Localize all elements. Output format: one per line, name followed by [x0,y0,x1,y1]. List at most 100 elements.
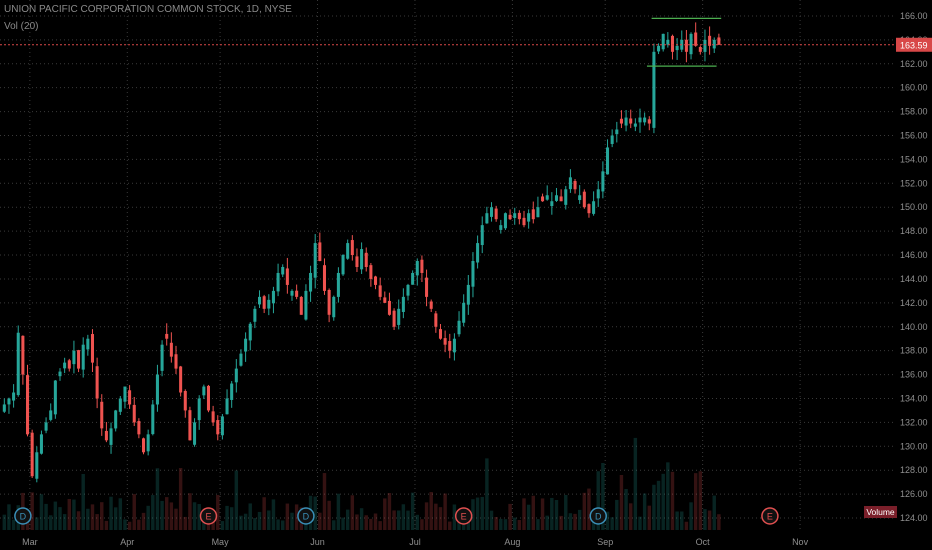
volume-bar [424,502,429,530]
volume-bar [689,502,693,530]
volume-bar [11,519,16,530]
volume-bar [183,516,187,530]
candle-body [494,208,498,220]
time-tick-label: Aug [504,537,520,547]
last-price-label: 163.59 [900,40,928,50]
dividend-event-marker[interactable]: D [14,507,32,525]
candle-body [160,344,164,371]
candle-body [638,117,642,123]
volume-bar [494,517,498,530]
volume-bar [485,458,489,530]
volume-bar [95,514,99,530]
volume-bar [615,499,619,530]
volume-bar [313,496,317,530]
candle-body [7,398,11,405]
volume-bars [2,437,721,530]
candle-body [415,261,419,276]
volume-bar [58,507,62,530]
volume-indicator-label[interactable]: Vol (20) [4,21,39,32]
event-label: D [303,512,310,522]
volume-bar [216,494,220,530]
volume-bar [675,511,679,530]
candle-body [596,189,600,199]
volume-bar [666,462,670,530]
candle-body [508,214,512,220]
price-tick-label: 132.00 [900,417,928,427]
candle-body [253,308,257,322]
candle-body [443,338,447,345]
volume-bar [573,513,577,530]
volume-bar [605,511,610,530]
volume-bar [267,510,271,530]
volume-bar [76,511,81,530]
candle-body [155,374,159,405]
candle-body [568,177,572,190]
price-tick-label: 124.00 [900,513,928,523]
volume-bar [471,499,475,530]
event-circle [14,507,32,525]
volume-bar [629,503,633,530]
volume-bar [508,503,512,530]
volume-bar [397,510,401,530]
candle-body [601,171,605,192]
earnings-event-marker[interactable]: E [199,507,218,525]
earnings-event-marker[interactable]: E [454,507,473,525]
candle-body [234,368,238,383]
volume-bar [174,508,178,530]
price-tick-label: 158.00 [900,107,928,117]
volume-bar [513,517,517,530]
volume-bar [443,493,447,530]
volume-bar [81,473,85,530]
dividend-event-marker[interactable]: D [589,507,607,525]
candle-body [670,35,674,52]
volume-bar [239,515,243,530]
candle-body [350,240,354,256]
candle-body [387,300,391,315]
volume-bar [188,493,192,530]
candle-body [109,428,113,445]
candle-body [58,371,62,377]
volume-bar [434,503,438,530]
event-label: D [595,512,602,522]
volume-bar [341,517,345,530]
candle-body [383,297,387,303]
candle-body [290,290,294,296]
candle-body [332,296,336,318]
candle-body [49,410,53,420]
candle-body [132,404,136,423]
candle-body [21,335,25,375]
candle-body [336,272,340,297]
candle-body [624,117,628,126]
candle-body [299,296,303,315]
dividend-event-marker[interactable]: D [297,507,315,525]
volume-bar [155,468,160,530]
volume-bar [670,471,675,530]
volume-bar [220,521,225,530]
volume-bar [364,515,368,530]
candle-body [128,390,132,405]
event-circle [297,507,315,525]
price-tick-label: 154.00 [900,154,928,164]
candle-body [712,39,716,49]
event-label: D [20,512,27,522]
candle-body [90,334,94,363]
earnings-event-marker[interactable]: E [761,507,779,525]
candle-body [661,33,665,50]
volume-bar [684,521,689,530]
volume-bar [234,470,239,530]
price-tick-label: 140.00 [900,322,928,332]
event-label: E [461,512,467,522]
volume-bar [30,492,34,530]
candle-body [271,290,275,304]
volume-bar [229,507,234,530]
volume-bar [652,484,656,530]
volume-bar [415,514,419,530]
price-tick-label: 134.00 [900,393,928,403]
volume-bar [118,498,123,530]
volume-bar [2,514,7,530]
volume-bar [392,510,396,530]
price-tick-label: 152.00 [900,178,928,188]
candle-body [411,272,415,285]
